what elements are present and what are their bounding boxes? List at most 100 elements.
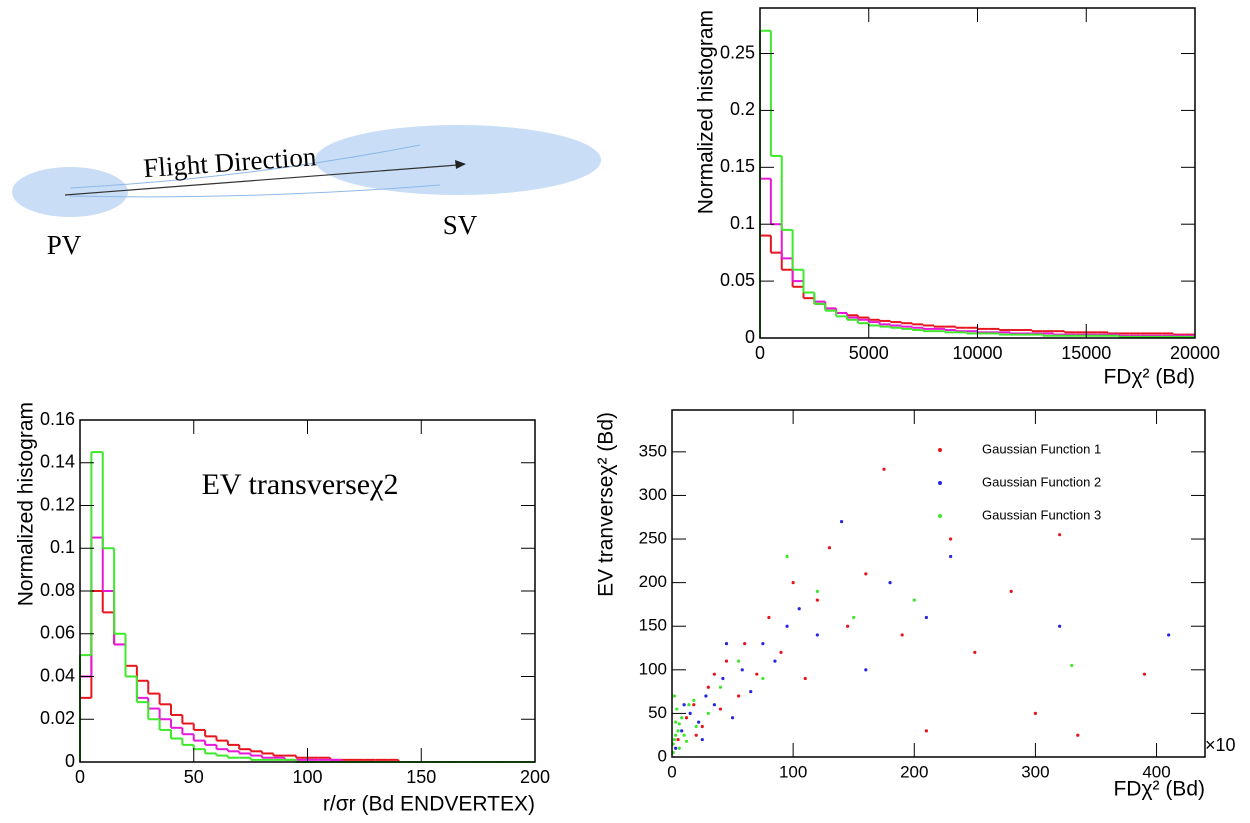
legend-label: Gaussian Function 3	[982, 507, 1101, 522]
scatter-point	[1070, 663, 1074, 668]
scatter-point	[682, 733, 686, 737]
scatter-point	[706, 711, 710, 716]
x-tick-label: 400	[1142, 762, 1170, 781]
x-tick-label: 10000	[952, 343, 1002, 363]
scatter-point	[882, 467, 886, 471]
x-tick-label: 20000	[1170, 343, 1220, 363]
sv-label: SV	[443, 210, 478, 240]
scatter-point	[900, 633, 904, 637]
scatter-point	[675, 707, 679, 711]
x-tick-label: 200	[520, 767, 550, 787]
scatter-point	[692, 698, 696, 702]
x-tick-label: 100	[292, 767, 322, 787]
y-tick-label: 0.06	[40, 623, 75, 643]
scatter-point	[924, 615, 928, 620]
x-tick-label: 0	[667, 762, 676, 781]
scatter-point	[864, 668, 868, 672]
scatter-point	[1058, 533, 1062, 537]
scatter-point	[949, 554, 953, 559]
scatter-point	[864, 572, 868, 576]
scatter-point	[767, 615, 771, 620]
y-tick-label: 0	[745, 327, 755, 347]
plot-frame	[671, 409, 1206, 758]
y-tick-label: 0.1	[730, 213, 755, 233]
track	[69, 144, 441, 198]
scatter-point	[973, 650, 977, 654]
scatter-point	[706, 685, 710, 689]
x-tick-label: 200	[900, 762, 928, 781]
scatter-point	[737, 694, 741, 698]
scatter-point	[704, 694, 708, 698]
scatter-point	[712, 672, 716, 676]
scatter-point	[785, 554, 789, 559]
scatter-point	[1142, 672, 1147, 676]
scatter-point	[761, 676, 765, 681]
scatter-point	[676, 729, 680, 733]
x-tick-label: 300	[1021, 762, 1049, 781]
legend-marker	[938, 514, 942, 518]
scatter-point	[730, 716, 735, 720]
scatter-point	[815, 598, 819, 602]
scatter-point	[1058, 624, 1062, 628]
y-tick-label: 0.12	[40, 494, 75, 514]
scatter-point	[718, 707, 723, 711]
scatter-point	[773, 659, 777, 663]
x-axis-label: r/σr (Bd ENDVERTEX)	[323, 793, 535, 816]
x-tick-label: 0	[75, 767, 85, 787]
x-axis-label: FDχ² (Bd)	[1113, 778, 1205, 801]
scatter-point	[682, 703, 686, 707]
y-tick-label: 50	[648, 703, 667, 722]
scatter-point	[680, 729, 684, 733]
flight-diagram: Flight Direction PV SV	[12, 125, 601, 260]
scatter-point	[737, 659, 741, 663]
scatter-point	[827, 546, 832, 550]
plot-frame	[759, 7, 1196, 339]
scatter-point	[1167, 633, 1171, 637]
annotation: EV transverseχ2	[202, 468, 399, 501]
scatter-point	[694, 733, 698, 737]
x-tick-label: 100	[779, 762, 807, 781]
scatter-point	[721, 676, 725, 681]
x-tick-label: 15000	[1061, 343, 1111, 363]
arrow-shaft	[64, 164, 459, 196]
scatter-point	[674, 746, 678, 750]
scatter-point	[761, 642, 765, 646]
y-tick-label: 100	[639, 659, 667, 678]
scatter-point	[700, 724, 704, 729]
sv-ellipse	[315, 125, 601, 195]
scatter-point	[677, 746, 681, 750]
scatter-point	[803, 676, 807, 681]
scatter-point	[718, 685, 723, 689]
y-tick-label: 0.15	[720, 156, 755, 176]
y-tick-label: 0.25	[720, 42, 755, 62]
pv-ellipse	[12, 167, 128, 217]
y-tick-label: 0.14	[40, 452, 75, 472]
x-tick-label: 150	[406, 767, 436, 787]
scatter-point	[700, 737, 704, 742]
y-tick-label: 200	[639, 572, 667, 591]
x-tick-label: 5000	[849, 343, 889, 363]
y-axis-label: Normalized histogram	[15, 402, 38, 606]
arrow-head	[455, 160, 466, 169]
legend-marker	[938, 481, 942, 485]
scatter-point	[888, 581, 892, 585]
pv-label: PV	[47, 230, 82, 260]
scatter-point	[740, 668, 744, 672]
y-tick-label: 0.04	[40, 665, 75, 685]
scatter-point	[839, 519, 844, 524]
x-tick-label: 50	[184, 767, 204, 787]
scatter-point	[797, 607, 801, 611]
scatter-point	[791, 581, 795, 585]
scatter-point	[749, 690, 753, 694]
scatter-point	[672, 737, 677, 742]
legend-label: Gaussian Function 1	[982, 441, 1101, 456]
scatter-point	[697, 720, 701, 724]
scatter-point	[846, 624, 850, 628]
scatter-point	[712, 703, 716, 707]
scatter-point	[815, 589, 819, 593]
scatter-point	[785, 624, 789, 628]
scatter-point	[672, 694, 677, 698]
legend-marker	[938, 448, 942, 452]
scatter-point	[912, 598, 916, 602]
